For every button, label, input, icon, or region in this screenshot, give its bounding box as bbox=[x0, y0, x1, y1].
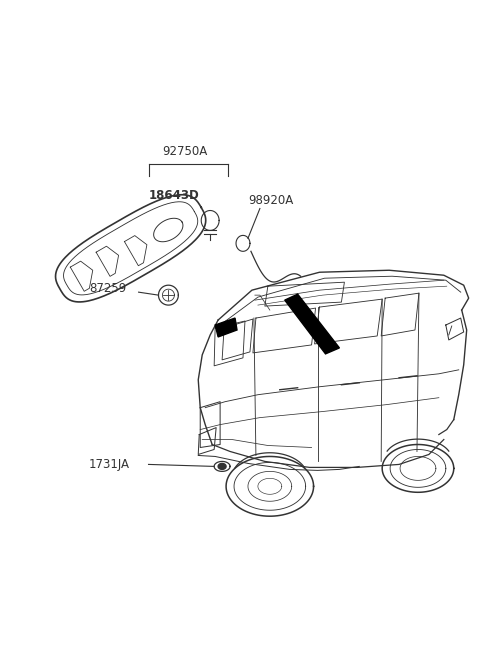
Polygon shape bbox=[285, 294, 339, 354]
Text: 98920A: 98920A bbox=[248, 194, 293, 207]
Text: 1731JA: 1731JA bbox=[89, 458, 130, 471]
Text: 18643D: 18643D bbox=[148, 189, 199, 202]
Polygon shape bbox=[218, 464, 226, 470]
Polygon shape bbox=[215, 318, 237, 337]
Text: 87259: 87259 bbox=[89, 282, 126, 295]
Text: 92750A: 92750A bbox=[163, 145, 208, 158]
